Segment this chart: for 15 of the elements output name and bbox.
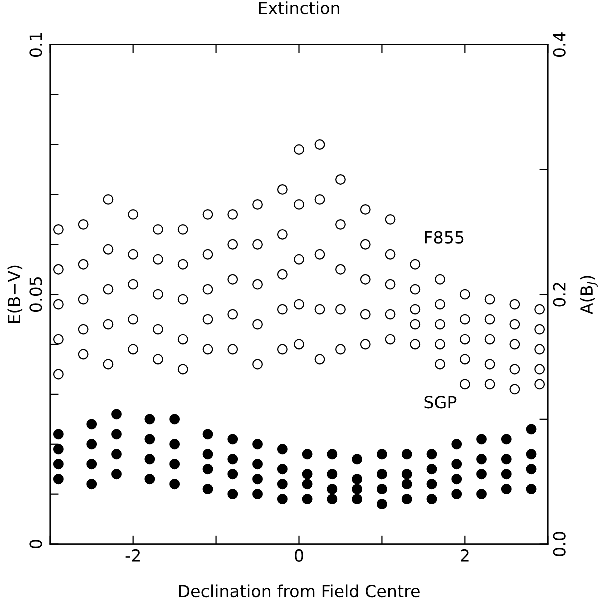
y2-tick-label: 0.4 [553, 32, 566, 58]
x-tick-label: -2 [126, 549, 140, 562]
x-axis-title: Declination from Field Centre [179, 584, 420, 598]
y-tick-label: 0.05 [30, 277, 42, 312]
x-tick-label: 2 [461, 549, 469, 562]
y-tick-label: 0 [30, 540, 42, 548]
y2-tick-label: 0.0 [553, 532, 566, 556]
series-label: SGP [424, 396, 457, 409]
y2-axis-title: A(B$_{J}$) [580, 276, 598, 314]
x-tick-label: 0 [295, 549, 304, 562]
chart-title: Extinction [259, 2, 340, 15]
y2-tick-label: 0.2 [553, 283, 566, 307]
y-tick-label: 0.1 [30, 33, 42, 58]
y-axis-title: E(B−V) [8, 266, 23, 324]
series-label: F855 [425, 231, 464, 244]
